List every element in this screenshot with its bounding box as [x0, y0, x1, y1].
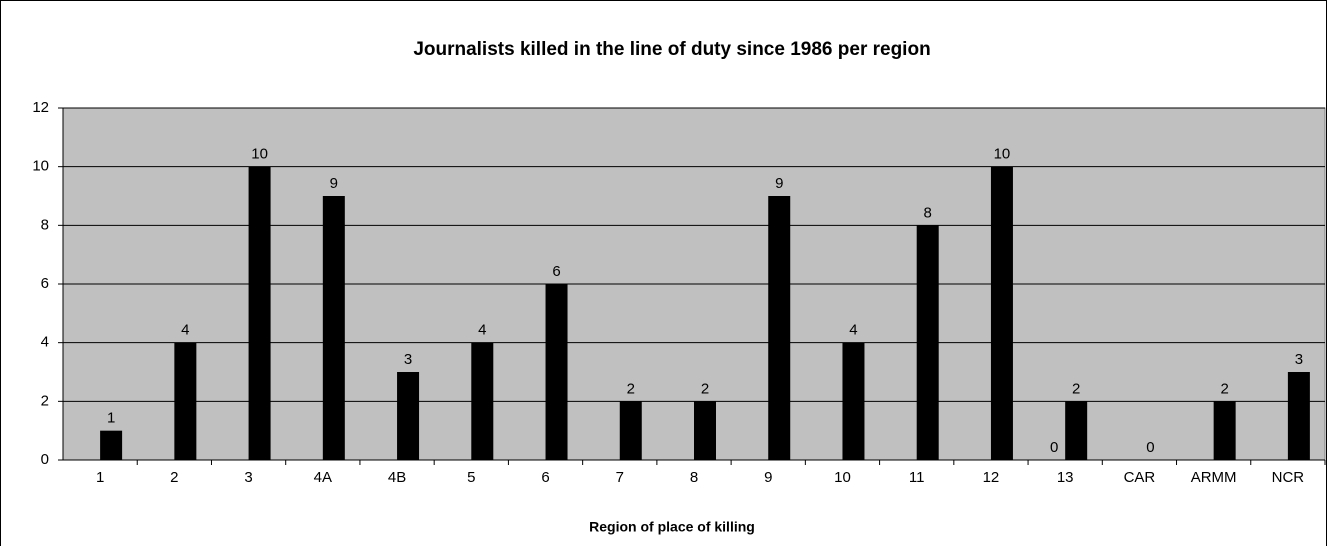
bar [916, 225, 939, 460]
data-label: 8 [924, 204, 932, 221]
data-label: 4 [849, 322, 857, 339]
y-tick-label: 0 [41, 451, 49, 468]
bar [174, 342, 197, 460]
x-tick-label: 4B [388, 469, 406, 486]
x-tick-label: 7 [616, 469, 624, 486]
data-label: 6 [552, 263, 560, 280]
x-tick-label: 5 [467, 469, 475, 486]
x-tick-label: 3 [244, 469, 252, 486]
x-tick-label: NCR [1272, 469, 1305, 486]
bar [248, 166, 271, 460]
bar [1287, 372, 1310, 460]
data-label: 4 [478, 322, 486, 339]
data-label: 0 [1146, 439, 1154, 456]
bar [1213, 401, 1236, 460]
data-label: 2 [1072, 380, 1080, 397]
chart-title: Journalists killed in the line of duty s… [413, 39, 930, 60]
bar [322, 196, 345, 460]
data-label: 3 [1295, 351, 1303, 368]
data-label: 4 [181, 322, 189, 339]
x-tick-label: 9 [764, 469, 772, 486]
bar [397, 372, 420, 460]
bar [471, 342, 494, 460]
data-label: 10 [994, 146, 1011, 163]
x-tick-label: 10 [834, 469, 851, 486]
bar [619, 401, 642, 460]
y-tick-label: 2 [41, 392, 49, 409]
data-label: 1 [107, 410, 115, 427]
y-tick-label: 12 [32, 99, 49, 116]
bar [1065, 401, 1088, 460]
data-label: 10 [251, 146, 268, 163]
y-tick-label: 8 [41, 216, 49, 233]
x-tick-label: 4A [314, 469, 332, 486]
x-tick-label: 12 [983, 469, 1000, 486]
data-label: 9 [330, 175, 338, 192]
x-tick-label: 2 [170, 469, 178, 486]
y-tick-label: 6 [41, 275, 49, 292]
data-label: 9 [775, 175, 783, 192]
bar [694, 401, 716, 460]
x-tick-label: ARMM [1191, 469, 1237, 486]
data-label: 2 [701, 380, 709, 397]
x-tick-label: 1 [96, 469, 104, 486]
bar [100, 430, 123, 460]
data-label: 3 [404, 351, 412, 368]
y-tick-label: 10 [32, 158, 49, 175]
x-tick-label: 6 [541, 469, 549, 486]
y-tick-label: 4 [41, 334, 49, 351]
data-label: 2 [627, 380, 635, 397]
x-tick-label: 8 [690, 469, 698, 486]
data-label: 2 [1220, 380, 1228, 397]
bar [842, 342, 865, 460]
bar [545, 284, 568, 460]
x-tick-label: CAR [1124, 469, 1156, 486]
x-tick-label: 11 [909, 469, 925, 486]
bar [990, 166, 1013, 460]
bar [768, 196, 791, 460]
data-label: 0 [1050, 439, 1058, 456]
x-tick-label: 13 [1057, 469, 1074, 486]
x-axis-title: Region of place of killing [589, 519, 755, 535]
